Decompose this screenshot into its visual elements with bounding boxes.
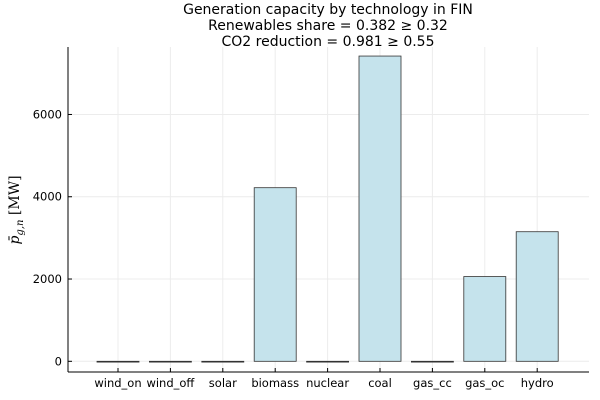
bar-gas_cc [410,360,454,363]
x-tick-label: biomass [251,376,299,390]
bar-hydro [515,231,559,362]
bar-nuclear [306,360,350,363]
grid-layer [68,47,589,372]
x-tick-label: solar [209,376,237,390]
bar-biomass [253,187,297,362]
bar-wind_off [148,360,192,363]
x-tick-label: wind_on [94,376,141,390]
bars-layer [96,55,559,363]
bar-solar [201,360,245,363]
x-tick-label: gas_oc [465,376,504,390]
bar-coal [358,55,402,362]
title-line-2: Renewables share = 0.382 ≥ 0.32 [208,18,448,34]
title-line-3: CO2 reduction = 0.981 ≥ 0.55 [221,34,434,50]
title-line-1: Generation capacity by technology in FIN [183,2,473,18]
x-tick-label: wind_off [146,376,195,390]
x-tick-label: gas_cc [413,376,452,390]
y-tick-label: 4000 [33,190,62,204]
x-tick-label: coal [368,376,392,390]
y-tick-label: 0 [55,354,62,368]
y-axis-label-text: p̄g,n [MW] [7,175,26,244]
axes-layer [67,47,589,373]
y-tick-label: 6000 [33,107,62,121]
y-tick-label: 2000 [33,272,62,286]
bar-gas_oc [463,276,507,362]
chart-title: Generation capacity by technology in FIN… [183,2,473,50]
x-tick-label: nuclear [306,376,349,390]
bar-wind_on [96,360,140,363]
tick-layer: 0 2000 4000 6000 wind_on wind_off solar biomass… [33,107,554,390]
y-axis-label: p̄g,n [MW] [7,175,26,244]
x-tick-label: hydro [521,376,554,390]
